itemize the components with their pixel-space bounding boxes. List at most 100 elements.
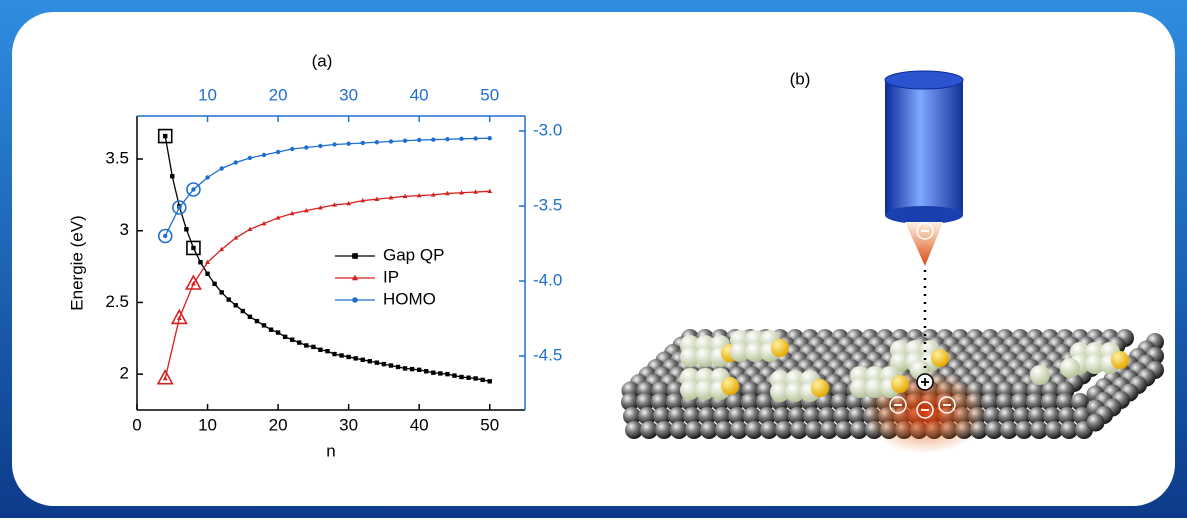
atom (805, 421, 823, 439)
data-point (268, 327, 274, 332)
atom (668, 407, 686, 425)
data-point (487, 379, 492, 384)
molecule-atom (1060, 358, 1080, 378)
highlight-marker (156, 368, 174, 385)
data-point (289, 210, 295, 216)
charge-symbol (938, 396, 956, 414)
atom (1028, 407, 1046, 425)
data-point (275, 215, 281, 220)
data-point (290, 146, 295, 152)
atom (666, 393, 684, 411)
data-point (332, 351, 337, 357)
highlight-marker (170, 308, 188, 325)
data-point (205, 175, 210, 180)
highlight-marker (184, 274, 202, 290)
atom (1086, 413, 1105, 432)
data-point (367, 359, 372, 364)
molecule-atom (865, 378, 885, 398)
atom (726, 393, 744, 411)
x2-tick-label: 40 (410, 85, 429, 104)
data-point (445, 137, 450, 142)
data-point (395, 364, 401, 370)
y2-tick-label: -3.0 (533, 120, 562, 139)
data-point (346, 141, 351, 146)
y-tick-label: 3.5 (105, 149, 129, 168)
data-point (388, 139, 394, 144)
data-point (452, 373, 457, 378)
y2-tick-label: -4.0 (533, 270, 562, 289)
data-point (162, 375, 168, 381)
atom (730, 421, 748, 439)
molecule-atom (695, 347, 715, 367)
atom (653, 407, 671, 425)
legend-marker (351, 274, 359, 281)
atom (773, 407, 791, 425)
atom (1060, 421, 1078, 439)
data-point (431, 370, 436, 375)
data-point (374, 360, 380, 365)
atom (1073, 407, 1091, 425)
data-point (332, 142, 337, 147)
data-point (431, 137, 436, 142)
x2-tick-label: 10 (198, 85, 217, 104)
data-point (416, 192, 422, 198)
data-point (282, 334, 288, 340)
data-point (247, 314, 253, 319)
atom (998, 407, 1016, 425)
data-point (303, 208, 309, 213)
data-point (191, 187, 196, 192)
data-point (473, 376, 478, 381)
data-point (459, 374, 464, 380)
data-point (205, 271, 210, 276)
atom (788, 407, 806, 425)
data-point (381, 361, 387, 367)
data-point (360, 140, 365, 146)
atom (831, 393, 849, 411)
data-point (438, 371, 443, 376)
data-point (191, 245, 196, 251)
data-point (473, 189, 479, 194)
molecule-atom (1085, 354, 1105, 374)
data-point (219, 166, 224, 171)
molecule-atom (1111, 351, 1129, 369)
atom (1000, 421, 1018, 439)
atom (1043, 407, 1061, 425)
data-point (163, 133, 168, 139)
atom (670, 421, 688, 439)
atom (1013, 407, 1031, 425)
x-axis-label: n (326, 441, 335, 460)
data-point (254, 318, 260, 324)
data-point (409, 366, 415, 372)
data-point (424, 369, 429, 374)
data-point (445, 371, 450, 377)
molecule-atom (1030, 365, 1050, 385)
legend-label: IP (383, 267, 399, 286)
molecule-atom (770, 382, 790, 402)
data-point (304, 343, 309, 348)
atom (743, 407, 761, 425)
atom (625, 421, 643, 439)
molecule-atom (680, 380, 700, 400)
data-point (360, 357, 365, 363)
atom (818, 407, 836, 425)
data-point (247, 155, 253, 161)
data-point (459, 190, 464, 195)
x2-tick-label: 20 (269, 85, 288, 104)
data-point (353, 356, 358, 361)
data-point (346, 200, 352, 206)
atom (636, 393, 654, 411)
atom (1030, 421, 1048, 439)
data-point (430, 192, 436, 197)
data-point (339, 353, 344, 358)
atom (728, 407, 746, 425)
molecule-atom (695, 380, 715, 400)
data-point (473, 136, 478, 141)
data-point (374, 196, 380, 201)
data-point (318, 143, 323, 149)
data-point (402, 138, 408, 143)
data-point (402, 193, 408, 199)
atom (1041, 393, 1059, 411)
chart-title: (a) (312, 51, 333, 70)
